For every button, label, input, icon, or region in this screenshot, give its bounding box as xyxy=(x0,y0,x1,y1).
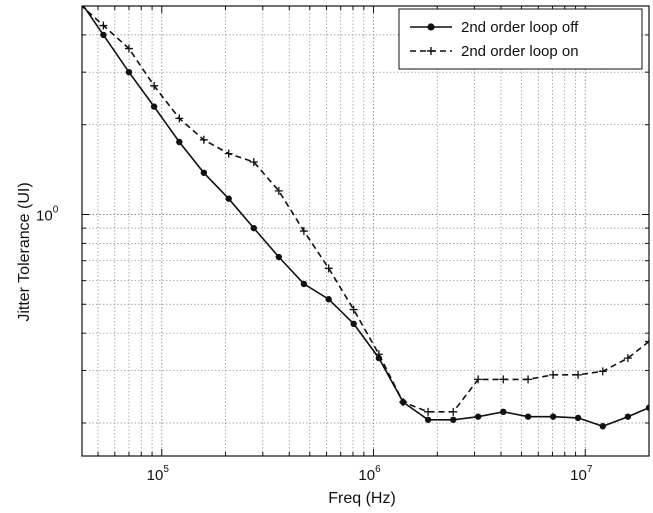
data-point-loop-on xyxy=(623,354,632,363)
data-point-loop-off xyxy=(325,296,332,303)
legend-label-loop-on: 2nd order loop on xyxy=(461,43,579,60)
data-point-loop-off xyxy=(176,138,183,146)
data-point-loop-on xyxy=(99,21,108,30)
x-axis-title: Freq (Hz) xyxy=(328,490,396,507)
series-lines xyxy=(82,6,649,430)
x-tick-label: 106 xyxy=(358,464,381,484)
data-point-loop-on xyxy=(249,157,258,166)
data-point-loop-off xyxy=(150,103,158,110)
data-point-loop-off xyxy=(100,31,107,39)
data-point-loop-off xyxy=(225,195,232,202)
data-point-loop-off xyxy=(275,253,282,261)
data-point-loop-on xyxy=(224,149,233,158)
data-point-loop-off xyxy=(300,280,308,288)
grid-lines xyxy=(82,5,650,456)
data-point-loop-off xyxy=(474,413,482,420)
data-point-loop-off xyxy=(450,416,457,423)
data-point-loop-on xyxy=(424,407,433,416)
legend-entry-loop-off: 2nd order loop off xyxy=(410,19,579,36)
plot-frame xyxy=(81,5,650,457)
data-point-loop-on xyxy=(645,337,649,346)
data-point-loop-on xyxy=(299,227,308,236)
data-point-loop-on xyxy=(274,186,283,195)
data-point-loop-on xyxy=(499,375,508,384)
data-point-loop-on xyxy=(199,135,208,144)
data-point-loop-on xyxy=(150,81,159,90)
legend-entry-loop-on: 2nd order loop on xyxy=(410,43,579,60)
data-point-loop-off xyxy=(645,404,649,411)
data-point-loop-off xyxy=(350,320,357,328)
x-tick-label: 105 xyxy=(147,464,170,484)
data-point-loop-off xyxy=(574,414,582,422)
legend-marker-loop-off xyxy=(427,23,435,31)
data-point-loop-on xyxy=(549,370,558,379)
data-point-loop-off xyxy=(200,169,208,176)
data-point-loop-on xyxy=(124,44,133,53)
data-point-loop-on xyxy=(399,398,408,407)
data-point-loop-on xyxy=(574,370,583,379)
data-point-loop-on xyxy=(175,114,184,123)
data-point-loop-on xyxy=(449,407,458,416)
data-point-loop-off xyxy=(424,416,432,423)
data-point-loop-on xyxy=(349,305,358,314)
data-point-loop-off xyxy=(599,423,606,430)
data-point-loop-off xyxy=(524,413,532,420)
legend-box xyxy=(398,8,643,70)
legend-label-loop-off: 2nd order loop off xyxy=(461,19,579,36)
series-line-0 xyxy=(82,6,649,428)
legend: 2nd order loop off 2nd order loop on xyxy=(398,8,643,70)
legend-marker-loop-on xyxy=(427,47,435,55)
data-point-loop-on xyxy=(474,375,483,384)
data-point-loop-off xyxy=(500,408,507,416)
data-point-loop-on xyxy=(324,264,333,273)
data-point-loop-off xyxy=(549,413,557,420)
y-axis-title: Jitter Tolerance (UI) xyxy=(16,182,33,321)
data-point-loop-on xyxy=(598,367,607,376)
data-point-loop-off xyxy=(250,224,257,232)
data-point-loop-on xyxy=(524,375,533,384)
data-point-loop-off xyxy=(125,68,133,76)
data-point-loop-off xyxy=(624,413,632,420)
axis-ticks: 105 106 107 100 xyxy=(36,5,650,484)
series-line-1 xyxy=(82,6,649,413)
data-point-loop-on xyxy=(374,350,383,359)
x-tick-label: 107 xyxy=(570,464,593,484)
y-tick-label: 100 xyxy=(36,204,59,224)
